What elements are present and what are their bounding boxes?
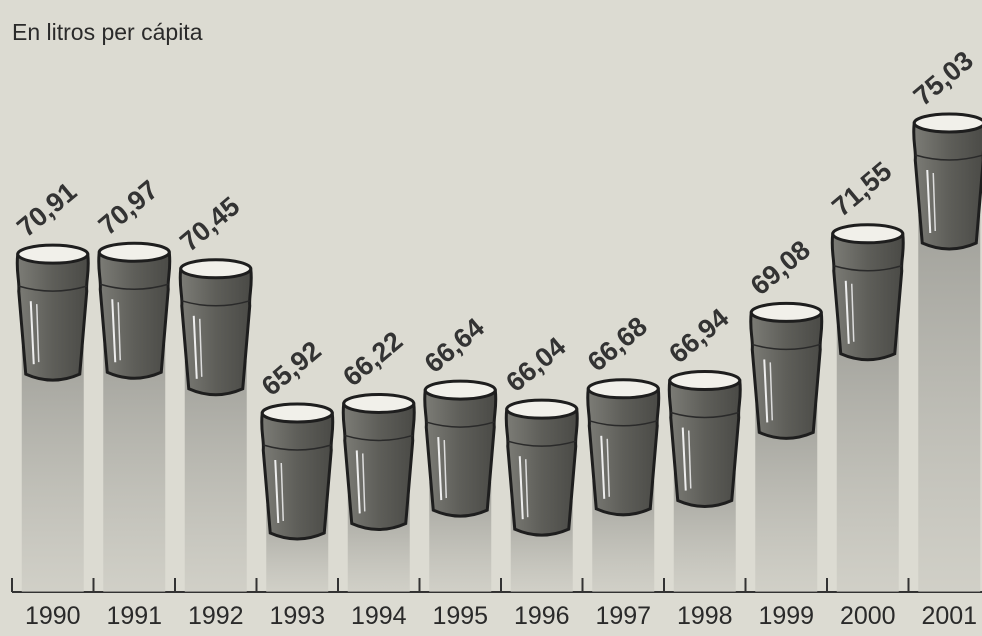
glass xyxy=(17,245,88,592)
glass-body xyxy=(914,123,982,249)
x-tick-label: 1995 xyxy=(432,602,488,630)
glass-body xyxy=(180,269,251,395)
foam xyxy=(344,394,414,412)
x-tick-label: 1993 xyxy=(269,602,325,630)
glass-body xyxy=(262,413,333,539)
glass xyxy=(262,404,333,592)
foam xyxy=(914,114,982,132)
page: En litros per cápita 199070,91199170,971… xyxy=(0,0,982,636)
glass-body xyxy=(425,390,496,516)
glass xyxy=(832,225,903,592)
chart: En litros per cápita 199070,91199170,971… xyxy=(0,0,982,636)
x-tick-label: 2000 xyxy=(840,602,896,630)
x-tick-label: 2001 xyxy=(921,602,977,630)
glass-shadow xyxy=(837,326,899,592)
foam xyxy=(588,380,658,398)
glass xyxy=(751,303,822,592)
glass xyxy=(343,394,414,592)
glass-body xyxy=(669,381,740,507)
x-tick-label: 1998 xyxy=(677,602,733,630)
foam xyxy=(262,404,332,422)
glass-shadow xyxy=(103,344,165,592)
foam xyxy=(507,400,577,418)
glass-body xyxy=(751,312,822,438)
glass xyxy=(669,372,740,592)
glass-body xyxy=(832,234,903,360)
glass-body xyxy=(588,389,659,515)
foam xyxy=(425,381,495,399)
glass-body xyxy=(17,254,88,380)
glass-shadow xyxy=(918,215,980,592)
x-tick-label: 1994 xyxy=(351,602,407,630)
subtitle: En litros per cápita xyxy=(12,19,203,45)
glass-shadow xyxy=(22,346,84,592)
foam xyxy=(18,245,88,263)
glass xyxy=(425,381,496,592)
x-tick-label: 1990 xyxy=(25,602,81,630)
x-tick-label: 1996 xyxy=(514,602,570,630)
foam xyxy=(833,225,903,243)
foam xyxy=(181,260,251,278)
glass xyxy=(588,380,659,592)
glass xyxy=(99,243,170,592)
glass-body xyxy=(99,252,170,378)
glass xyxy=(180,260,251,592)
foam xyxy=(99,243,169,261)
foam xyxy=(751,303,821,321)
x-tick-label: 1997 xyxy=(595,602,651,630)
glass-body xyxy=(343,403,414,529)
x-tick-label: 1992 xyxy=(188,602,244,630)
x-tick-label: 1999 xyxy=(758,602,814,630)
x-tick-label: 1991 xyxy=(106,602,162,630)
glass xyxy=(506,400,577,592)
glass-body xyxy=(506,409,577,535)
glass xyxy=(914,114,982,592)
foam xyxy=(670,372,740,390)
